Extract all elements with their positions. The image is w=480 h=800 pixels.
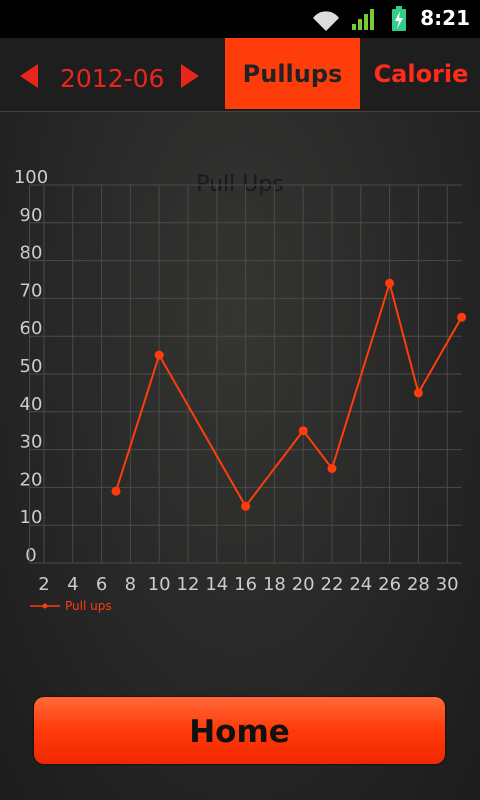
y-tick-label: 60 [20, 318, 43, 339]
y-tick-label: 10 [20, 507, 43, 528]
x-tick-label: 30 [436, 574, 459, 595]
data-point [154, 350, 164, 360]
legend-marker [42, 603, 48, 609]
clock: 8:21 [420, 6, 470, 30]
y-tick-label: 70 [20, 280, 43, 301]
y-tick-label: 30 [20, 432, 43, 453]
y-tick-label: 80 [20, 243, 43, 264]
y-tick-label: 50 [20, 356, 43, 377]
legend-label: Pull ups [65, 599, 112, 613]
x-tick-label: 2 [38, 574, 49, 595]
series-line [115, 279, 463, 509]
data-point [298, 426, 308, 436]
status-bar: 8:21 [0, 0, 480, 38]
home-button[interactable]: Home [34, 697, 445, 764]
y-tick-label: 0 [25, 545, 36, 566]
x-tick-label: 26 [378, 574, 401, 595]
month-label: 2012-06 [60, 64, 165, 93]
data-point [457, 312, 467, 322]
y-tick-label: 90 [20, 205, 43, 226]
tab-active[interactable]: Pullups [225, 38, 360, 109]
x-tick-label: 28 [407, 574, 430, 595]
y-tick-label: 20 [20, 469, 43, 490]
x-tick-label: 22 [321, 574, 344, 595]
tab[interactable]: Calorie [373, 60, 469, 88]
header: 2012-06 Pullups Calorie [0, 38, 480, 112]
x-tick-label: 16 [234, 574, 257, 595]
status-icons [313, 6, 406, 31]
data-point [111, 486, 121, 496]
data-point [241, 501, 251, 511]
prev-month[interactable] [16, 61, 46, 91]
next-month[interactable] [175, 61, 205, 91]
x-tick-label: 8 [125, 574, 136, 595]
data-point [413, 388, 423, 398]
y-tick-label: 100 [14, 167, 48, 188]
y-tick-label: 40 [20, 394, 43, 415]
x-tick-label: 24 [349, 574, 372, 595]
x-tick-label: 12 [177, 574, 200, 595]
x-tick-label: 18 [263, 574, 286, 595]
x-tick-label: 14 [205, 574, 228, 595]
x-tick-label: 10 [148, 574, 171, 595]
x-tick-label: 4 [67, 574, 78, 595]
data-point [327, 464, 337, 473]
x-tick-label: 20 [292, 574, 315, 595]
x-tick-label: 6 [96, 574, 107, 595]
data-point [385, 278, 395, 288]
